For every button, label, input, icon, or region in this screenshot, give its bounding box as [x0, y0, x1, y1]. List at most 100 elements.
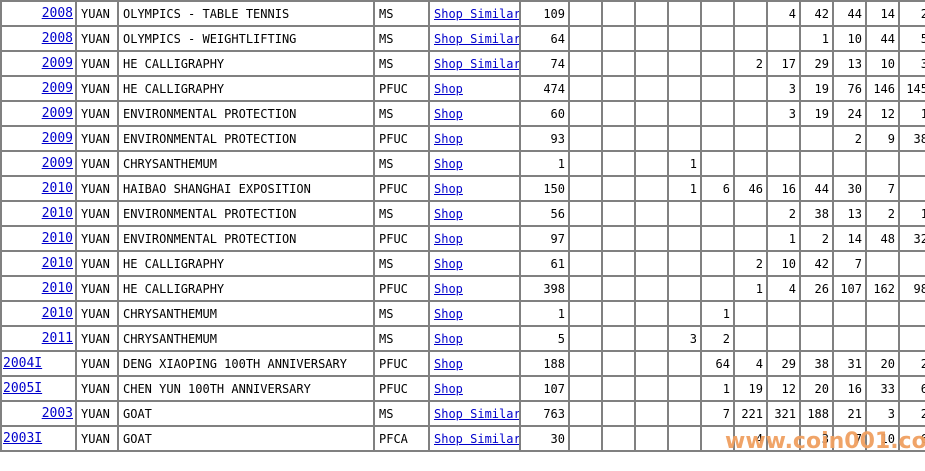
year-link[interactable]: 2010 [41, 206, 73, 221]
shop-link[interactable]: Shop [434, 381, 463, 396]
cell-grade-count [734, 126, 768, 152]
year-link[interactable]: 2010 [41, 281, 73, 296]
shop-link[interactable]: Shop Similar [434, 431, 520, 446]
shop-link[interactable]: Shop [434, 306, 463, 321]
cell-denomination: YUAN [76, 376, 119, 402]
cell-grade-count: 46 [734, 176, 768, 202]
cell-shop: Shop [429, 251, 521, 277]
cell-grade-count: 16 [767, 176, 801, 202]
year-link[interactable]: 2010 [41, 306, 73, 321]
cell-grade-count [569, 151, 603, 177]
cell-grade-count: 29 [800, 51, 834, 77]
cell-denomination: YUAN [76, 301, 119, 327]
year-link[interactable]: 2009 [41, 156, 73, 171]
cell-description: ENVIRONMENTAL PROTECTION [118, 101, 375, 127]
cell-grade-count [833, 326, 867, 352]
year-link[interactable]: 2005I [3, 381, 43, 396]
shop-link[interactable]: Shop [434, 181, 463, 196]
cell-shop: Shop [429, 376, 521, 402]
cell-grade-count: 4 [734, 351, 768, 377]
cell-shop: Shop [429, 176, 521, 202]
year-link[interactable]: 2011 [41, 331, 73, 346]
cell-grade-count: 2 [734, 251, 768, 277]
cell-grade-count [635, 226, 669, 252]
shop-link[interactable]: Shop Similar [434, 406, 520, 421]
year-link[interactable]: 2008 [41, 31, 73, 46]
cell-grade-count [635, 376, 669, 402]
cell-grade-count: 3 [800, 426, 834, 452]
shop-link[interactable]: Shop [434, 256, 463, 271]
cell-grade-count [569, 1, 603, 27]
cell-grade-count [767, 301, 801, 327]
cell-grade-count: 1 [800, 26, 834, 52]
year-link[interactable]: 2008 [41, 6, 73, 21]
year-link[interactable]: 2010 [41, 181, 73, 196]
cell-grade-count: 3 [866, 401, 900, 427]
cell-grade-count [569, 326, 603, 352]
cell-total-population: 60 [520, 101, 570, 127]
cell-description: CHEN YUN 100TH ANNIVERSARY [118, 376, 375, 402]
shop-link[interactable]: Shop [434, 81, 463, 96]
cell-grade-count [569, 276, 603, 302]
cell-grade-count: 6 [701, 176, 735, 202]
cell-grade-count [701, 51, 735, 77]
table-row: 2009 YUAN HE CALLIGRAPHY PFUC Shop 474 3 19 76 14… [0, 76, 925, 102]
cell-grade-count: 76 [833, 76, 867, 102]
shop-link[interactable]: Shop Similar [434, 56, 520, 71]
year-link[interactable]: 2009 [41, 131, 73, 146]
cell-grade-count [767, 426, 801, 452]
cell-grade-count [635, 1, 669, 27]
cell-grade-count: 1 [767, 226, 801, 252]
shop-link[interactable]: Shop [434, 231, 463, 246]
shop-link[interactable]: Shop Similar [434, 31, 520, 46]
cell-grade-count: 24 [833, 101, 867, 127]
cell-grade: PFUC [374, 76, 430, 102]
cell-grade-count: 44 [800, 176, 834, 202]
year-link[interactable]: 2009 [41, 106, 73, 121]
cell-grade-count [800, 126, 834, 152]
cell-description: HE CALLIGRAPHY [118, 51, 375, 77]
shop-link[interactable]: Shop [434, 131, 463, 146]
cell-grade-count [569, 301, 603, 327]
shop-link[interactable]: Shop Similar [434, 6, 520, 21]
cell-grade-count [668, 201, 702, 227]
cell-grade-count [635, 176, 669, 202]
cell-grade-count [569, 426, 603, 452]
shop-link[interactable]: Shop [434, 356, 463, 371]
cell-total-population: 150 [520, 176, 570, 202]
cell-grade-count [899, 176, 925, 202]
year-link[interactable]: 2010 [41, 231, 73, 246]
cell-shop: Shop [429, 201, 521, 227]
shop-link[interactable]: Shop [434, 281, 463, 296]
cell-grade-count: 44 [833, 1, 867, 27]
year-link[interactable]: 2009 [41, 56, 73, 71]
year-link[interactable]: 2010 [41, 256, 73, 271]
cell-grade-count [668, 101, 702, 127]
cell-grade-count [668, 276, 702, 302]
year-link[interactable]: 2009 [41, 81, 73, 96]
cell-grade-count: 2 [899, 1, 925, 27]
cell-grade-count: 1 [899, 201, 925, 227]
shop-link[interactable]: Shop [434, 106, 463, 121]
cell-total-population: 398 [520, 276, 570, 302]
year-link[interactable]: 2003 [41, 406, 73, 421]
shop-link[interactable]: Shop [434, 331, 463, 346]
cell-grade: PFUC [374, 276, 430, 302]
cell-grade-count [800, 301, 834, 327]
year-link[interactable]: 2003I [3, 431, 43, 446]
shop-link[interactable]: Shop [434, 206, 463, 221]
cell-grade-count [734, 326, 768, 352]
cell-total-population: 61 [520, 251, 570, 277]
cell-year: 2011 [0, 326, 77, 352]
cell-grade-count [701, 126, 735, 152]
cell-grade: PFUC [374, 376, 430, 402]
cell-grade-count: 14 [866, 1, 900, 27]
table-row: 2009 YUAN ENVIRONMENTAL PROTECTION MS Shop 60… [0, 101, 925, 127]
year-link[interactable]: 2004I [3, 356, 43, 371]
cell-total-population: 93 [520, 126, 570, 152]
cell-description: OLYMPICS - TABLE TENNIS [118, 1, 375, 27]
cell-grade-count [866, 251, 900, 277]
shop-link[interactable]: Shop [434, 156, 463, 171]
cell-grade-count [668, 301, 702, 327]
cell-grade-count [899, 151, 925, 177]
